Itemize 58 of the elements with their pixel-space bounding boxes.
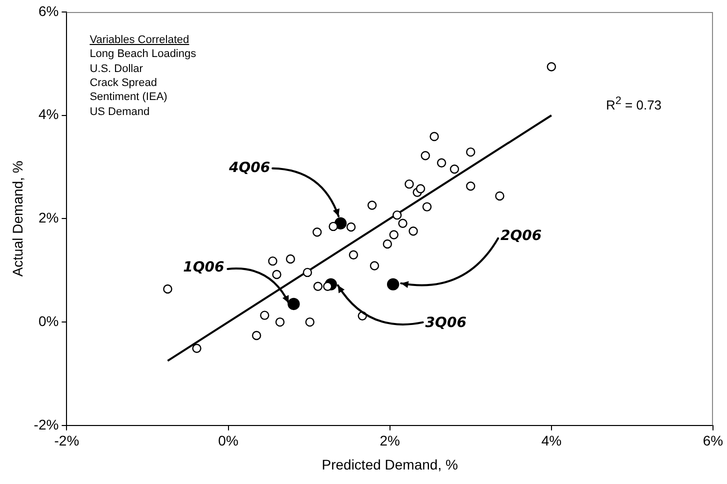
x-tick-label: 2% (380, 432, 400, 449)
annotation: 1Q06 (183, 260, 225, 276)
annotation: 3Q06 (425, 314, 467, 331)
point (422, 202, 432, 212)
x-tick-label: -2% (54, 432, 80, 449)
point (408, 226, 418, 236)
point (420, 151, 430, 160)
point (430, 132, 439, 142)
point (416, 184, 426, 194)
point (450, 164, 460, 174)
point (495, 191, 504, 201)
point (272, 270, 282, 280)
point (286, 254, 296, 264)
annotation: Crack Spread (90, 76, 157, 89)
point (367, 200, 377, 210)
point (392, 210, 402, 220)
point (275, 317, 285, 327)
point (328, 222, 338, 232)
point (466, 147, 476, 157)
point (382, 239, 392, 249)
annotation: Sentiment (IEA) (90, 91, 168, 104)
point (346, 222, 356, 232)
point (436, 158, 446, 168)
point (398, 218, 408, 228)
x-tick-label: 6% (702, 432, 724, 449)
x-axis-title: Predicted Demand, % (322, 456, 458, 472)
point (466, 182, 476, 191)
point (313, 282, 323, 291)
y-tick-label: 4% (38, 106, 59, 122)
x-tick-label: 4% (541, 432, 562, 449)
y-tick-label: 2% (38, 210, 59, 226)
x-tick-label: 0% (218, 432, 238, 449)
point (288, 298, 300, 310)
point (386, 278, 400, 290)
point (163, 284, 172, 294)
y-tick-label: 0% (38, 312, 59, 329)
point (404, 179, 414, 189)
y-axis-title: Actual Demand, % (9, 160, 26, 277)
point (260, 310, 270, 320)
y-tick-label: 6% (38, 2, 59, 19)
point (302, 268, 312, 278)
point (389, 230, 398, 240)
annotation: Long Beach Loadings (90, 48, 196, 60)
point (268, 256, 278, 266)
annotation: U.S. Dollar (90, 62, 143, 75)
annotation: Variables Correlated (90, 34, 190, 46)
point (252, 330, 262, 340)
annotation: R$^{2}$ = 0.73 (606, 95, 662, 112)
point (370, 261, 380, 270)
point (312, 228, 322, 237)
point (348, 250, 358, 260)
point (305, 317, 314, 327)
y-tick-label: -2% (34, 416, 59, 432)
annotation: 4Q06 (228, 160, 270, 176)
point (546, 62, 556, 72)
annotation: US Demand (90, 106, 150, 118)
point (192, 344, 202, 354)
annotation: 2Q06 (500, 228, 542, 244)
